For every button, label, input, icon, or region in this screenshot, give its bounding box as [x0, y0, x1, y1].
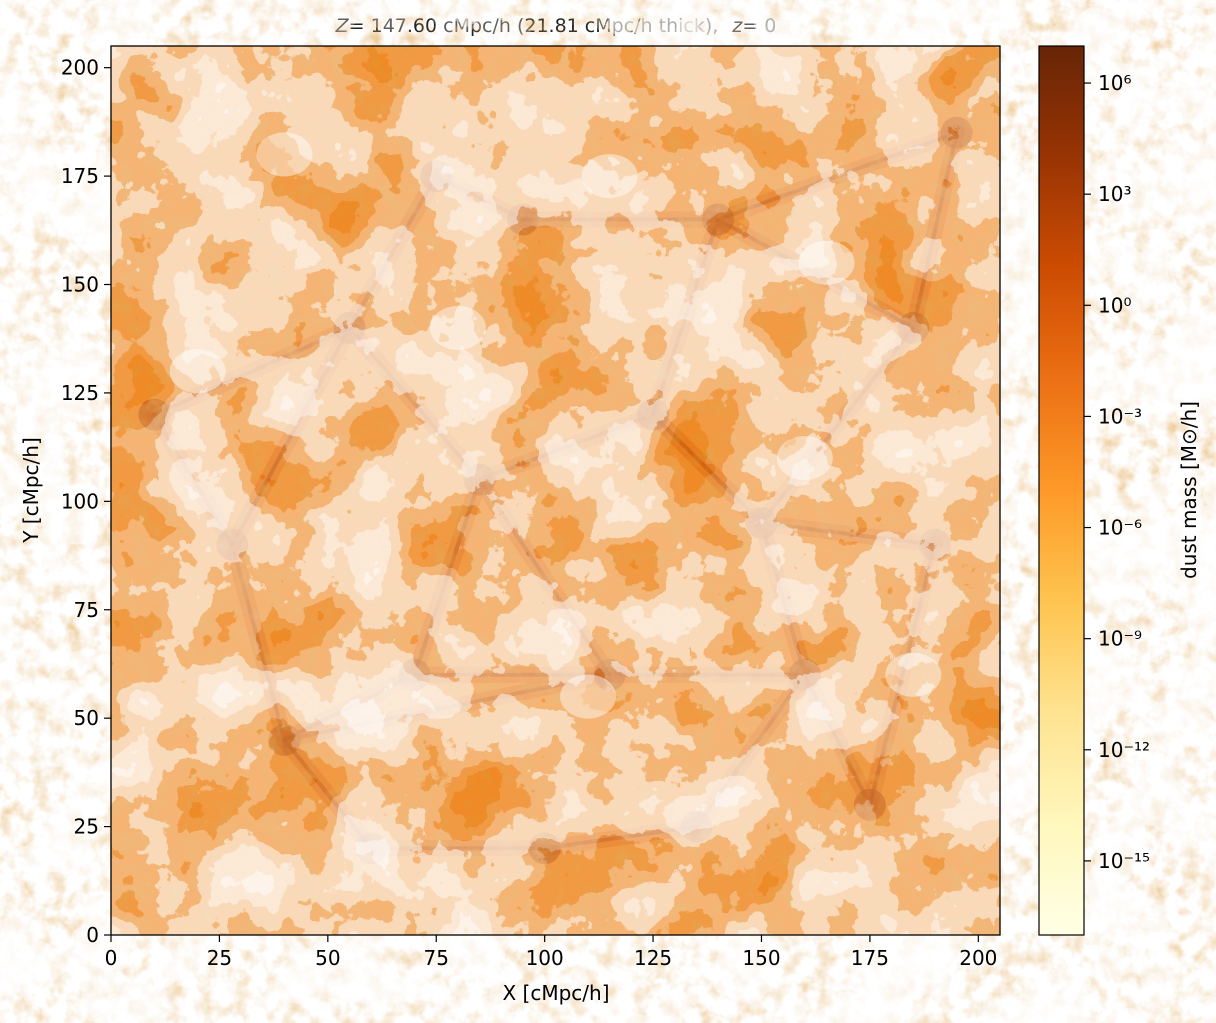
colorbar-tick-label: 10³ — [1098, 182, 1131, 206]
colorbar-gradient — [1038, 45, 1085, 936]
void-region — [776, 435, 833, 480]
colorbar-tick-label: 10⁻¹⁵ — [1098, 849, 1150, 873]
y-tick-label: 25 — [74, 815, 99, 839]
heatmap-void-regions — [169, 132, 942, 719]
chart-title: Z= 147.60 cMpc/h (21.81 cMpc/h thick), z… — [335, 15, 777, 37]
heatmap-voids — [111, 46, 1000, 935]
void-region — [169, 349, 226, 394]
x-tick-label: 75 — [424, 946, 449, 970]
y-tick-label: 75 — [74, 598, 99, 622]
x-tick-label: 175 — [851, 946, 889, 970]
y-tick-label: 200 — [61, 56, 99, 80]
heatmap-plot — [110, 45, 1001, 936]
x-tick-label: 0 — [105, 946, 118, 970]
void-region — [256, 132, 313, 177]
void-region — [798, 240, 855, 285]
x-tick-label: 200 — [959, 946, 997, 970]
void-region — [885, 652, 942, 697]
y-tick-label: 100 — [61, 489, 99, 513]
colorbar-tick-label: 10⁶ — [1098, 71, 1131, 95]
y-tick-label: 125 — [61, 381, 99, 405]
x-tick-label: 150 — [742, 946, 780, 970]
colorbar-label: dust mass [M⊙/h] — [1177, 401, 1201, 579]
title-redshift: = 0 — [742, 15, 776, 37]
svg-text:Z= 147.60 cMpc/h (21.81 cMpc/h: Z= 147.60 cMpc/h (21.81 cMpc/h thick), z… — [335, 15, 777, 37]
colorbar-tick-label: 10⁻⁶ — [1098, 516, 1142, 540]
title-main: = 147.60 cMpc/h (21.81 cMpc/h thick), — [349, 15, 719, 37]
void-region — [581, 154, 638, 199]
y-axis: 0 25 50 75 100 125 150 175 200 — [61, 56, 111, 947]
void-region — [560, 674, 617, 719]
plot-frame — [110, 45, 1001, 936]
colorbar-ticks: 10⁶ 10³ 10⁰ 10⁻³ 10⁻⁶ 10⁻⁹ 10⁻¹² 10⁻¹⁵ — [1084, 71, 1150, 873]
x-tick-label: 100 — [526, 946, 564, 970]
y-tick-label: 175 — [61, 164, 99, 188]
y-axis-label: Y [cMpc/h] — [19, 437, 43, 544]
colorbar-tick-label: 10⁻⁹ — [1098, 627, 1142, 651]
colorbar: 10⁶ 10³ 10⁰ 10⁻³ 10⁻⁶ 10⁻⁹ 10⁻¹² 10⁻¹⁵ dust mas… — [1038, 45, 1201, 936]
y-tick-label: 50 — [74, 706, 99, 730]
x-tick-label: 25 — [207, 946, 232, 970]
x-axis: 0 25 50 75 100 125 150 175 200 — [105, 935, 997, 970]
void-region — [429, 305, 486, 350]
x-tick-label: 125 — [634, 946, 672, 970]
colorbar-tick-label: 10⁻¹² — [1098, 738, 1150, 762]
colorbar-tick-label: 10⁰ — [1098, 293, 1131, 317]
colorbar-tick-label: 10⁻³ — [1098, 404, 1142, 428]
x-axis-label: X [cMpc/h] — [502, 981, 609, 1005]
y-tick-label: 150 — [61, 273, 99, 297]
y-tick-label: 0 — [86, 923, 99, 947]
x-tick-label: 50 — [315, 946, 340, 970]
